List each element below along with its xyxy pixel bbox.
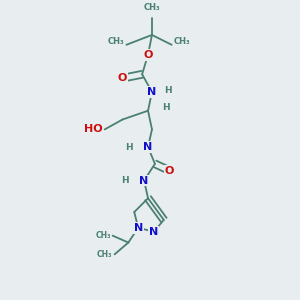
Text: O: O <box>165 166 174 176</box>
Text: N: N <box>147 87 157 97</box>
Text: HO: HO <box>84 124 103 134</box>
Text: N: N <box>143 142 153 152</box>
Text: CH₃: CH₃ <box>95 231 111 240</box>
Text: CH₃: CH₃ <box>108 37 124 46</box>
Text: N: N <box>149 227 159 237</box>
Text: H: H <box>121 176 128 185</box>
Text: O: O <box>118 73 127 83</box>
Text: N: N <box>140 176 149 186</box>
Text: N: N <box>134 223 143 233</box>
Text: H: H <box>162 103 170 112</box>
Text: CH₃: CH₃ <box>174 37 190 46</box>
Text: H: H <box>125 142 132 152</box>
Text: CH₃: CH₃ <box>144 3 160 12</box>
Text: O: O <box>143 50 153 60</box>
Text: CH₃: CH₃ <box>97 250 112 259</box>
Text: H: H <box>164 85 171 94</box>
